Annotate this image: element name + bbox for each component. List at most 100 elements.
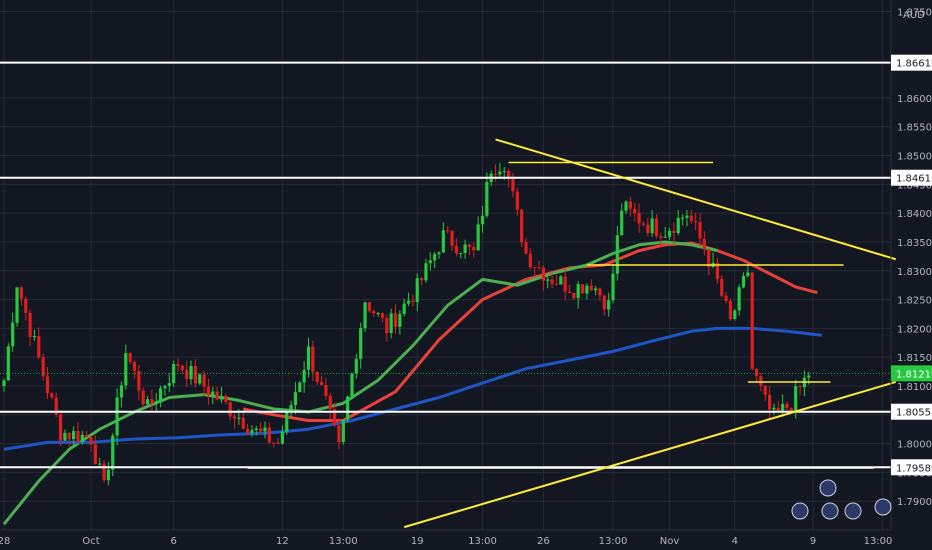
candle-body: [768, 394, 772, 410]
candle-body: [272, 442, 276, 444]
price-tick-label: 1.81000: [897, 382, 932, 393]
candle-body: [611, 273, 615, 301]
event-flag-icon: [819, 479, 837, 497]
candle-body: [176, 364, 180, 366]
candle-body: [76, 431, 80, 443]
candle-body: [763, 385, 767, 395]
candle-body: [41, 357, 45, 377]
candle-body: [720, 279, 724, 296]
candle-body: [659, 235, 663, 238]
time-tick-label: 9: [810, 536, 816, 547]
candle-body: [224, 396, 228, 403]
price-tick-label: 1.79000: [897, 497, 932, 508]
candle-body: [324, 384, 328, 397]
candle-body: [24, 298, 28, 313]
candle-body: [202, 374, 206, 387]
candle-body: [672, 230, 676, 234]
candle-body: [428, 260, 432, 264]
candle-body: [602, 295, 606, 310]
candle-body: [119, 385, 124, 398]
candle-body: [807, 375, 811, 378]
candle-body: [737, 287, 741, 311]
candle-body: [206, 386, 211, 396]
candle-body: [681, 217, 685, 219]
candle-body: [633, 208, 637, 214]
candle-body: [694, 220, 698, 223]
candle-body: [141, 390, 145, 405]
candle-body: [476, 224, 480, 251]
currency-label: AUD: [903, 10, 925, 21]
candle-body: [293, 392, 298, 406]
candle-body: [280, 431, 284, 444]
level-price-label: 1.86612: [896, 59, 932, 70]
candle-body: [219, 396, 224, 400]
candle-body: [246, 428, 250, 434]
price-tick-label: 1.87500: [897, 8, 932, 19]
time-tick-label: 28: [0, 536, 10, 547]
candle-body: [646, 224, 650, 234]
candle-body: [576, 284, 580, 299]
candle-body: [163, 386, 167, 389]
candle-body: [28, 312, 32, 337]
price-tick-label: 1.85500: [897, 123, 932, 134]
candle-body: [228, 402, 232, 417]
candle-body: [406, 300, 411, 304]
candle-body: [337, 425, 341, 443]
candle-body: [524, 242, 528, 254]
candle-body: [454, 245, 458, 254]
candle-body: [124, 353, 128, 386]
candle-body: [89, 437, 93, 445]
economic-event-markers[interactable]: [791, 479, 892, 520]
levels-and-trendlines: [0, 61, 897, 529]
candle-body: [550, 279, 554, 284]
time-tick-label: 6: [170, 536, 176, 547]
time-tick-label: 12: [276, 536, 289, 547]
candle-body: [772, 407, 776, 410]
candle-body: [667, 230, 672, 237]
candle-body: [80, 434, 84, 443]
price-tick-label: 1.84500: [897, 180, 932, 191]
candle-body: [628, 201, 632, 209]
candle-body: [376, 313, 380, 315]
price-axis[interactable]: AUD 1.875001.860001.855001.850001.845001…: [890, 0, 932, 530]
candle-body: [159, 388, 163, 402]
candle-body: [654, 218, 659, 236]
candle-body: [145, 399, 150, 405]
event-flag-icon: [844, 502, 862, 520]
time-axis[interactable]: 28 Oct 6 12 13:00 19 13:00 26 13:00 Nov 4 9 13:00: [0, 529, 892, 547]
candle-body: [198, 374, 202, 384]
candle-body: [533, 267, 537, 269]
candle-body: [750, 272, 754, 369]
candle-body: [415, 278, 419, 303]
candle-body: [541, 267, 545, 281]
candle-body: [63, 432, 67, 441]
candle-body: [154, 401, 158, 404]
price-tick-label: 1.80000: [897, 440, 932, 451]
candle-body: [180, 365, 184, 370]
candle-body: [106, 469, 110, 481]
candle-body: [585, 285, 589, 294]
candle-body: [2, 380, 6, 387]
candle-body: [311, 346, 315, 372]
candle-body: [393, 313, 398, 327]
candle-body: [702, 238, 706, 250]
candle-body: [785, 403, 789, 409]
price-tick-label: 1.83000: [897, 267, 932, 278]
candle-body: [663, 236, 667, 238]
candle-body: [167, 383, 171, 387]
candle-body: [776, 407, 780, 412]
candle-body: [111, 435, 115, 470]
price-tick-label: 1.83500: [897, 238, 932, 249]
candle-body: [241, 417, 245, 429]
candle-body: [354, 359, 358, 374]
candle-body: [781, 403, 785, 412]
candle-body: [594, 288, 598, 291]
moving-averages: [2, 240, 822, 526]
candle-body: [698, 222, 702, 239]
candle-body: [137, 370, 141, 391]
candle-body: [93, 444, 97, 465]
candle-body: [502, 170, 506, 172]
time-tick-label: 26: [537, 536, 550, 547]
